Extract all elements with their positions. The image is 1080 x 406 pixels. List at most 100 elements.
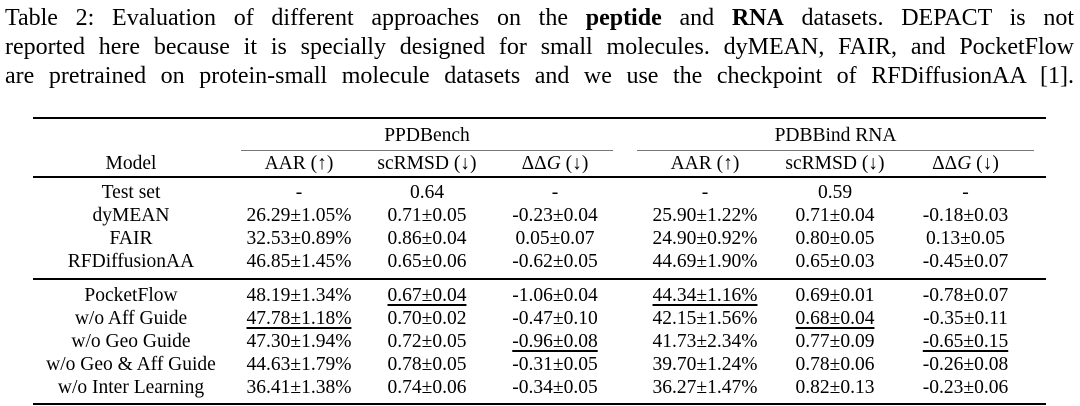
cell-scrmsd-rna: 0.82±0.13 <box>795 377 875 398</box>
cell-scrmsd-ppdbench: 0.72±0.05 <box>387 331 467 352</box>
cell-scrmsd-rna: 0.68±0.04 <box>795 308 875 329</box>
table-row-wo-geo-guide: w/o Geo Guide 47.30±1.94% 0.72±0.05 -0.9… <box>33 330 1046 353</box>
cell-model: dyMEAN <box>92 205 170 226</box>
cell-aar-ppdbench: 36.41±1.38% <box>246 377 352 398</box>
pocketflow-group: PocketFlow 48.19±1.34% 0.67±0.04 -1.06±0… <box>33 278 1047 404</box>
cell-ddg-rna: 0.13±0.05 <box>926 228 1005 249</box>
cell-ddg-rna: -0.18±0.03 <box>922 205 1009 226</box>
cell-ddg-rna: -0.45±0.07 <box>922 251 1009 272</box>
caption-line-3: are pretrained on protein-small molecule… <box>5 63 1074 89</box>
table-row-rfdiffusionaa: RFDiffusionAA 46.85±1.45% 0.65±0.06 -0.6… <box>33 250 1046 279</box>
sub-header-row: AAR (↑) scRMSD (↓) ΔΔG (↓) AAR (↑) scRMS… <box>33 151 1047 178</box>
cell-aar-rna: 41.73±2.34% <box>652 331 758 352</box>
cell-ddg-rna: -0.65±0.15 <box>922 331 1009 352</box>
cell-ddg-ppdbench: -0.23±0.04 <box>512 205 598 226</box>
table-caption: Table 2: Evaluation of different approac… <box>5 4 1074 91</box>
cell-ddg-rna: -0.26±0.08 <box>922 354 1009 375</box>
cell-scrmsd-ppdbench: 0.78±0.05 <box>387 354 467 375</box>
cell-scrmsd-ppdbench: 0.70±0.02 <box>387 308 467 329</box>
delta-delta-label: ΔΔ <box>932 153 958 174</box>
cell-ddg-rna: - <box>962 182 969 203</box>
cell-ddg-ppdbench: -0.47±0.10 <box>512 308 598 329</box>
col-header-scrmsd-rna: scRMSD (↓) <box>785 151 885 178</box>
cell-model: Test set <box>101 182 161 203</box>
cell-scrmsd-rna: 0.78±0.06 <box>795 354 875 375</box>
table-row-wo-aff-guide: w/o Aff Guide 47.78±1.18% 0.70±0.02 -0.4… <box>33 307 1046 330</box>
cell-aar-rna: 42.15±1.56% <box>652 308 758 329</box>
cell-aar-ppdbench: 46.85±1.45% <box>246 251 352 272</box>
cell-model: w/o Geo & Aff Guide <box>46 354 216 375</box>
col-group-ppdbench: PPDBench <box>229 118 625 151</box>
cell-scrmsd-rna: 0.65±0.03 <box>795 251 875 272</box>
caption-bold-peptide: peptide <box>585 5 662 31</box>
cell-aar-ppdbench: 26.29±1.05% <box>246 205 352 226</box>
cell-scrmsd-rna: 0.69±0.01 <box>785 278 885 307</box>
cell-aar-rna: 44.34±1.16% <box>625 278 785 307</box>
cell-aar-ppdbench: 44.63±1.79% <box>246 354 352 375</box>
group-label-ppdbench: PPDBench <box>384 125 470 146</box>
cell-ddg-ppdbench: 0.05±0.07 <box>515 228 595 249</box>
col-header-ddg-rna: ΔΔG (↓) <box>885 151 1047 178</box>
cell-aar-rna: 39.70±1.24% <box>652 354 758 375</box>
col-header-aar-ppdbench: AAR (↑) <box>229 151 369 178</box>
cell-scrmsd-ppdbench: 0.64 <box>409 182 445 203</box>
paper-page: Table 2: Evaluation of different approac… <box>0 4 1080 406</box>
cell-model: w/o Aff Guide <box>74 308 188 329</box>
down-arrow-label: (↓) <box>971 153 999 174</box>
cell-model: PocketFlow <box>33 278 229 307</box>
caption-bold-rna: RNA <box>731 5 784 31</box>
col-header-ddg-ppdbench: ΔΔG (↓) <box>485 151 625 178</box>
cell-ddg-rna: -0.78±0.07 <box>885 278 1047 307</box>
cell-scrmsd-ppdbench: 0.71±0.05 <box>387 205 467 226</box>
table-row-pocketflow: PocketFlow 48.19±1.34% 0.67±0.04 -1.06±0… <box>33 278 1047 307</box>
group-label-pdbbind-rna: PDBBind RNA <box>774 125 897 146</box>
cell-ddg-ppdbench: - <box>551 182 559 203</box>
cell-aar-rna: 24.90±0.92% <box>652 228 758 249</box>
caption-line-2: reported here because it is specially de… <box>5 34 1074 60</box>
cell-aar-rna: 36.27±1.47% <box>652 377 758 398</box>
cell-ddg-ppdbench: -0.31±0.05 <box>512 354 598 375</box>
cell-model: w/o Geo Guide <box>71 331 191 352</box>
col-header-scrmsd-ppdbench: scRMSD (↓) <box>369 151 485 178</box>
cell-aar-ppdbench: 48.19±1.34% <box>229 278 369 307</box>
col-header-model: Model <box>33 118 229 178</box>
cell-scrmsd-rna: 0.80±0.05 <box>795 228 875 249</box>
cell-scrmsd-rna: 0.71±0.04 <box>795 205 875 226</box>
cell-ddg-rna: -0.35±0.11 <box>923 308 1008 329</box>
cell-ddg-ppdbench: -0.34±0.05 <box>512 377 598 398</box>
cell-scrmsd-rna: 0.77±0.09 <box>795 331 875 352</box>
table-row-dymean: dyMEAN 26.29±1.05% 0.71±0.05 -0.23±0.04 … <box>33 204 1046 227</box>
table-row-wo-inter-learning: w/o Inter Learning 36.41±1.38% 0.74±0.06… <box>33 376 1046 404</box>
group-header-row: Model PPDBench PDBBind RNA <box>33 118 1046 178</box>
col-group-pdbbind-rna: PDBBind RNA <box>625 118 1046 151</box>
cell-ddg-ppdbench: -0.62±0.05 <box>512 251 598 272</box>
caption-line-1: Table 2: Evaluation of different approac… <box>5 4 1074 33</box>
table-row-fair: FAIR 32.53±0.89% 0.86±0.04 0.05±0.07 24.… <box>33 227 1046 250</box>
delta-delta-label: ΔΔ <box>521 153 547 174</box>
table-row-test-set: Test set - 0.64 - - 0.59 - <box>33 177 1046 204</box>
cell-ddg-rna: -0.23±0.06 <box>922 377 1009 398</box>
cell-aar-ppdbench: - <box>295 182 303 203</box>
cmidrule-pdbbind-rna: PDBBind RNA <box>637 124 1035 151</box>
caption-text: and <box>661 5 732 31</box>
down-arrow-label: (↓) <box>560 153 589 174</box>
cmidrule-ppdbench: PPDBench <box>241 124 613 151</box>
g-symbol: G <box>957 153 972 174</box>
cell-scrmsd-rna: 0.59 <box>817 182 853 203</box>
cell-ddg-ppdbench: -0.96±0.08 <box>512 331 598 352</box>
cell-aar-ppdbench: 32.53±0.89% <box>246 228 352 249</box>
results-table: Model PPDBench PDBBind RNA AAR (↑) scRMS… <box>33 117 1047 405</box>
cell-aar-rna: - <box>701 182 709 203</box>
g-symbol: G <box>546 153 561 174</box>
col-header-aar-rna: AAR (↑) <box>625 151 785 178</box>
table-row-wo-geo-aff-guide: w/o Geo & Aff Guide 44.63±1.79% 0.78±0.0… <box>33 353 1046 376</box>
cell-model: RFDiffusionAA <box>67 251 195 272</box>
cell-aar-ppdbench: 47.78±1.18% <box>246 308 352 329</box>
caption-text: datasets. DEPACT is not <box>783 5 1075 31</box>
cell-scrmsd-ppdbench: 0.65±0.06 <box>387 251 467 272</box>
baselines-group: Test set - 0.64 - - 0.59 - dyMEAN 26.29±… <box>33 177 1046 279</box>
cell-scrmsd-ppdbench: 0.67±0.04 <box>369 278 485 307</box>
cell-aar-ppdbench: 47.30±1.94% <box>246 331 352 352</box>
caption-text: Table 2: Evaluation of different approac… <box>5 5 586 31</box>
cell-model: FAIR <box>109 228 153 249</box>
